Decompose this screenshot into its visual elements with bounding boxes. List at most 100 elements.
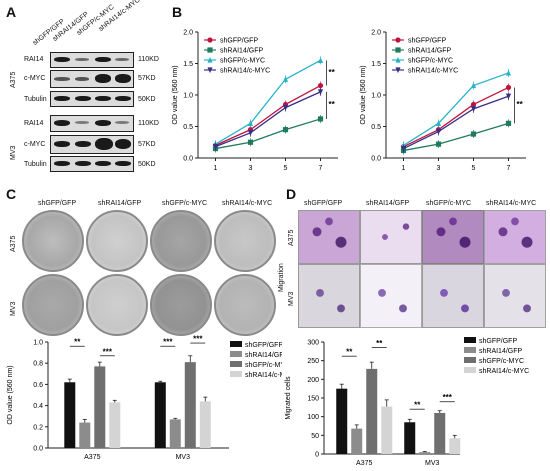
migration-header-3: shGFP/c-MYC [426,200,472,207]
y-tick-label: 1.0 [371,93,381,100]
legend-swatch [464,367,476,373]
colony-dish-mv3-2 [86,274,148,336]
y-tick-label: 0.2 [33,424,43,431]
legend-label: shGFP/c-MYC [245,362,282,369]
migration-side-label: Migration [278,263,285,292]
row-label-tubulin-a375: Tubulin [24,96,47,103]
data-point [282,127,289,133]
sig-annotation: ** [517,100,524,109]
y-tick-label: 0.0 [183,156,193,163]
x-tick-label: 1 [214,165,218,172]
legend-swatch [464,357,476,363]
blot-cell-line-mv3: MV3 [10,145,17,160]
panel-letter-d: D [286,186,297,202]
data-point [317,57,324,63]
series-line-0 [403,86,509,148]
colony-dish-a375-4 [214,210,276,272]
bar [404,422,416,454]
series-line-2 [215,59,321,145]
colony-header-3: shGFP/c-MYC [162,200,208,207]
legend-label: shGFP/GFP [479,338,517,345]
bar [351,428,363,454]
legend-label: shRAI14/GFP [245,352,282,359]
legend-label: shGFP/GFP [245,342,282,349]
legend-label: shGFP/c-MYC [408,58,453,65]
y-tick-label: 0.0 [371,156,381,163]
colony-row-a375: A375 [10,235,17,252]
bar [94,366,106,448]
y-tick-label: 0.6 [33,382,43,389]
bar [366,368,378,454]
data-point [247,139,254,145]
data-point [470,101,477,108]
panel-letter-b: B [172,4,183,20]
migration-header-4: shRAI14/c-MYC [486,200,537,207]
legend-swatch [230,351,242,357]
series-line-1 [403,122,509,152]
colony-row-mv3: MV3 [10,301,17,316]
legend-label: shRAI14/GFP [220,48,264,55]
bar [79,422,91,448]
legend-marker [207,56,213,63]
sig-annotation: *** [103,347,113,356]
y-axis-label: OD value (560 nm) [7,365,14,424]
sig-annotation: ** [376,339,383,348]
sig-annotation: ** [329,68,336,77]
bar [381,406,393,454]
row-label-rai14-a375: RAI14 [24,56,44,63]
x-tick-label: 1 [402,165,406,172]
legend-marker [207,47,213,53]
migration-row-a375: A375 [288,229,295,246]
migration-image-mv3-4 [484,264,546,328]
bar [336,388,348,454]
legend-label: shRAI14/c-MYC [479,368,529,375]
colony-dish-a375-2 [86,210,148,272]
kd-label-57-mv3: 57KD [138,141,156,148]
series-line-1 [215,118,321,150]
blot-cell-line-a375: A375 [10,71,17,88]
legend-label: shRAI14/c-MYC [245,372,282,379]
kd-label-110-mv3: 110KD [138,120,159,127]
colony-dish-mv3-1 [22,274,84,336]
y-tick-label: 300 [307,340,319,347]
migration-row-mv3: MV3 [288,291,295,306]
colony-dish-a375-3 [150,210,212,272]
kd-label-57-a375: 57KD [138,75,156,82]
sig-annotation: ** [74,338,81,347]
migration-image-mv3-2 [360,264,422,328]
panel-letter-c: C [6,186,17,202]
legend-swatch [230,371,242,377]
line-chart-b-left: 0.0 0.5 1.0 1.5 2.0 1 3 5 7 OD value (560 nm) shGF… [172,30,338,172]
data-point [212,144,219,150]
sig-annotation: ** [414,401,421,410]
data-point [505,69,512,76]
migration-image-a375-2 [360,210,422,264]
blot-strip-tubulin-mv3 [50,156,134,172]
legend-label: shGFP/c-MYC [220,58,265,65]
blot-strip-cmyc-a375 [50,70,134,88]
series-line-3 [215,91,321,148]
legend-label: shRAI14/GFP [479,348,523,355]
x-tick-label: 3 [249,165,253,172]
legend-marker [395,67,401,74]
bar [184,362,196,448]
bar [154,382,166,448]
bar [449,438,461,454]
legend-marker [395,47,401,53]
sig-annotation: ** [346,348,353,357]
legend-swatch [464,347,476,353]
blot-strip-cmyc-mv3 [50,135,134,154]
legend-label: shRAI14/c-MYC [408,68,458,75]
y-tick-label: 200 [307,377,319,384]
y-tick-label: 1.5 [371,61,381,68]
y-tick-label: 100 [307,414,319,421]
row-label-cmyc-mv3: c-MYC [24,141,46,148]
data-point [435,120,442,126]
y-tick-label: 0 [315,452,319,459]
y-tick-label: 1.0 [183,93,193,100]
migration-header-1: shGFP/GFP [304,200,343,207]
legend-marker [395,56,401,63]
y-tick-label: 1.5 [183,61,193,68]
y-axis-label: OD value (560 nm) [172,65,179,124]
y-tick-label: 0.5 [371,124,381,131]
